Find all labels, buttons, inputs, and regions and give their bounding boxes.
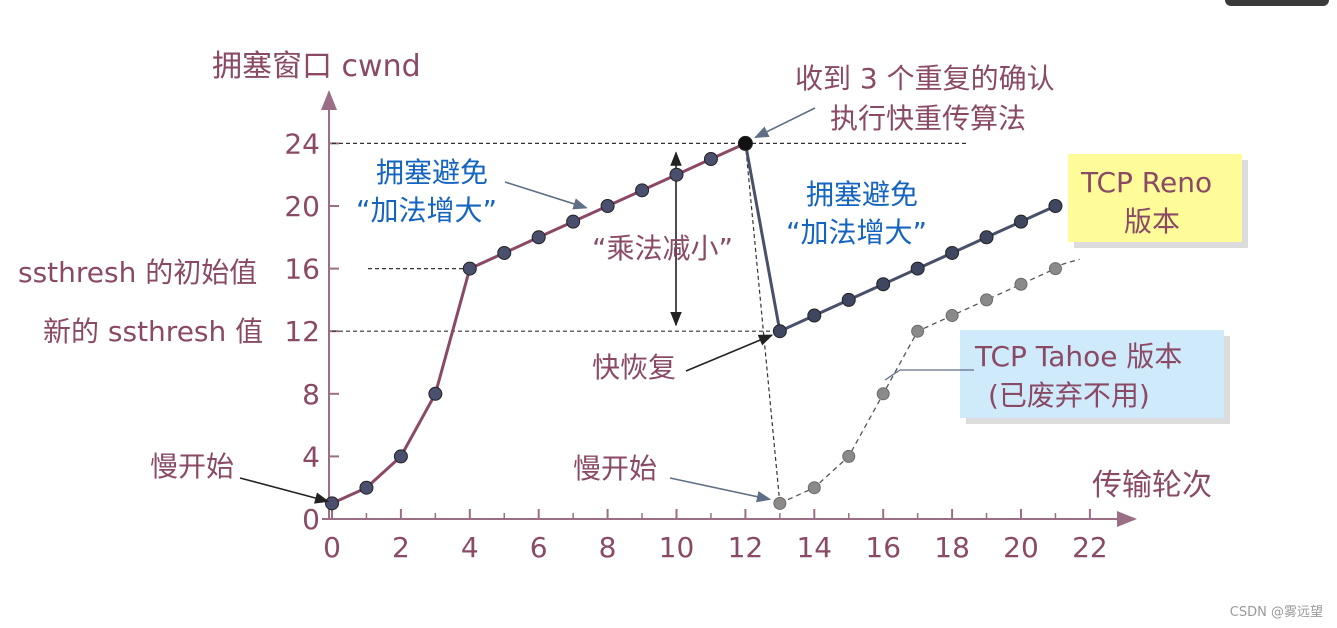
dup-ack-label-line1: 收到 3 个重复的确认	[795, 62, 1055, 95]
reno-point	[462, 261, 477, 276]
slow-start-label-1: 慢开始	[150, 450, 234, 483]
reno-series-line-recovery	[743, 143, 1057, 334]
slow-start-arrow-1	[239, 477, 330, 504]
slow-start-label-2: 慢开始	[573, 452, 657, 485]
x-tick-label: 4	[461, 531, 479, 564]
y-ticks: 0 4 8 12 16 20 24	[284, 127, 339, 536]
reno-point	[393, 449, 408, 464]
x-axis-label: 传输轮次	[1092, 468, 1212, 503]
y-tick-label: 16	[284, 253, 320, 286]
y-tick-label: 20	[284, 190, 320, 223]
x-tick-label: 22	[1072, 531, 1108, 564]
fast-recovery-arrow	[685, 334, 774, 372]
y-tick-label: 12	[284, 315, 320, 348]
congestion-avoidance-2-line1: 拥塞避免	[806, 178, 918, 211]
reno-point	[807, 308, 822, 323]
congestion-avoidance-2-line2: “加法增大”	[786, 216, 927, 249]
reno-point	[669, 167, 684, 182]
congestion-avoidance-1-line1: 拥塞避免	[376, 156, 488, 189]
reno-point	[841, 292, 856, 307]
y-tick-label: 4	[302, 440, 320, 473]
ca-1-pointer	[504, 181, 588, 210]
reno-point	[703, 152, 718, 167]
tahoe-box-connector-d	[884, 369, 901, 381]
tahoe-tail	[1061, 258, 1080, 266]
reno-point	[566, 214, 581, 229]
x-tick-label: 8	[599, 531, 617, 564]
reno-point	[359, 480, 374, 495]
tahoe-point	[911, 324, 925, 338]
reno-point	[531, 230, 546, 245]
reno-box-line1: TCP Reno	[1080, 166, 1212, 199]
y-tick-label: 0	[302, 503, 320, 536]
reno-point	[772, 324, 787, 339]
x-tick-label: 14	[796, 531, 832, 564]
reno-box-line2: 版本	[1124, 205, 1180, 238]
reno-point	[325, 496, 339, 511]
reno-point	[497, 245, 512, 260]
dup-ack-arrow	[754, 107, 816, 139]
x-ticks: 0 2 4 6 8 10 12 14 16 18 20 22	[323, 509, 1108, 564]
tahoe-point	[773, 496, 787, 510]
mult-dec-label: “乘法减小”	[592, 232, 733, 265]
x-tick-label: 16	[865, 531, 901, 564]
ssthresh-initial-label: ssthresh 的初始值	[18, 256, 257, 289]
series-layer	[325, 135, 1063, 511]
x-tick-label: 0	[323, 531, 341, 564]
tahoe-point	[807, 481, 821, 495]
reno-point	[1014, 214, 1028, 229]
pointer-arrows	[239, 107, 1080, 504]
tahoe-drop-line	[744, 143, 781, 504]
reno-point	[737, 135, 753, 151]
x-tick-label: 18	[934, 531, 970, 564]
watermark: CSDN @雾远望	[1229, 605, 1323, 620]
tahoe-box-line2: (已废弃不用)	[988, 379, 1150, 412]
window-handle	[1225, 0, 1329, 6]
x-tick-label: 2	[392, 531, 410, 564]
reno-point	[979, 230, 994, 245]
tahoe-point	[842, 449, 856, 463]
reno-point	[945, 245, 960, 260]
congestion-avoidance-1-line2: “加法增大”	[356, 194, 497, 227]
reno-point	[876, 277, 891, 292]
dup-ack-label-line2: 执行快重传算法	[830, 102, 1026, 135]
tahoe-point	[1014, 277, 1028, 291]
y-axis-label: 拥塞窗口 cwnd	[212, 49, 421, 84]
reno-point	[635, 183, 650, 198]
tahoe-box-line1: TCP Tahoe 版本	[974, 340, 1182, 373]
x-tick-label: 6	[530, 531, 548, 564]
slow-start-arrow-2	[669, 477, 772, 503]
y-tick-label: 8	[302, 378, 320, 411]
y-tick-label: 24	[284, 127, 320, 160]
ssthresh-new-label: 新的 ssthresh 值	[43, 315, 263, 348]
tahoe-point	[1048, 262, 1062, 276]
reno-point	[600, 199, 615, 213]
tahoe-point	[945, 309, 959, 323]
tahoe-legend-box: TCP Tahoe 版本 (已废弃不用)	[960, 330, 1230, 424]
fast-recovery-label: 快恢复	[592, 351, 676, 384]
tahoe-point	[980, 293, 994, 307]
reno-point	[1048, 199, 1063, 213]
reno-point	[910, 261, 925, 276]
tahoe-point	[876, 387, 890, 401]
x-tick-label: 10	[659, 531, 695, 564]
x-tick-label: 12	[728, 531, 764, 564]
reno-legend-box: TCP Reno 版本	[1068, 154, 1248, 248]
reno-point	[428, 386, 443, 401]
x-tick-label: 20	[1003, 531, 1039, 564]
